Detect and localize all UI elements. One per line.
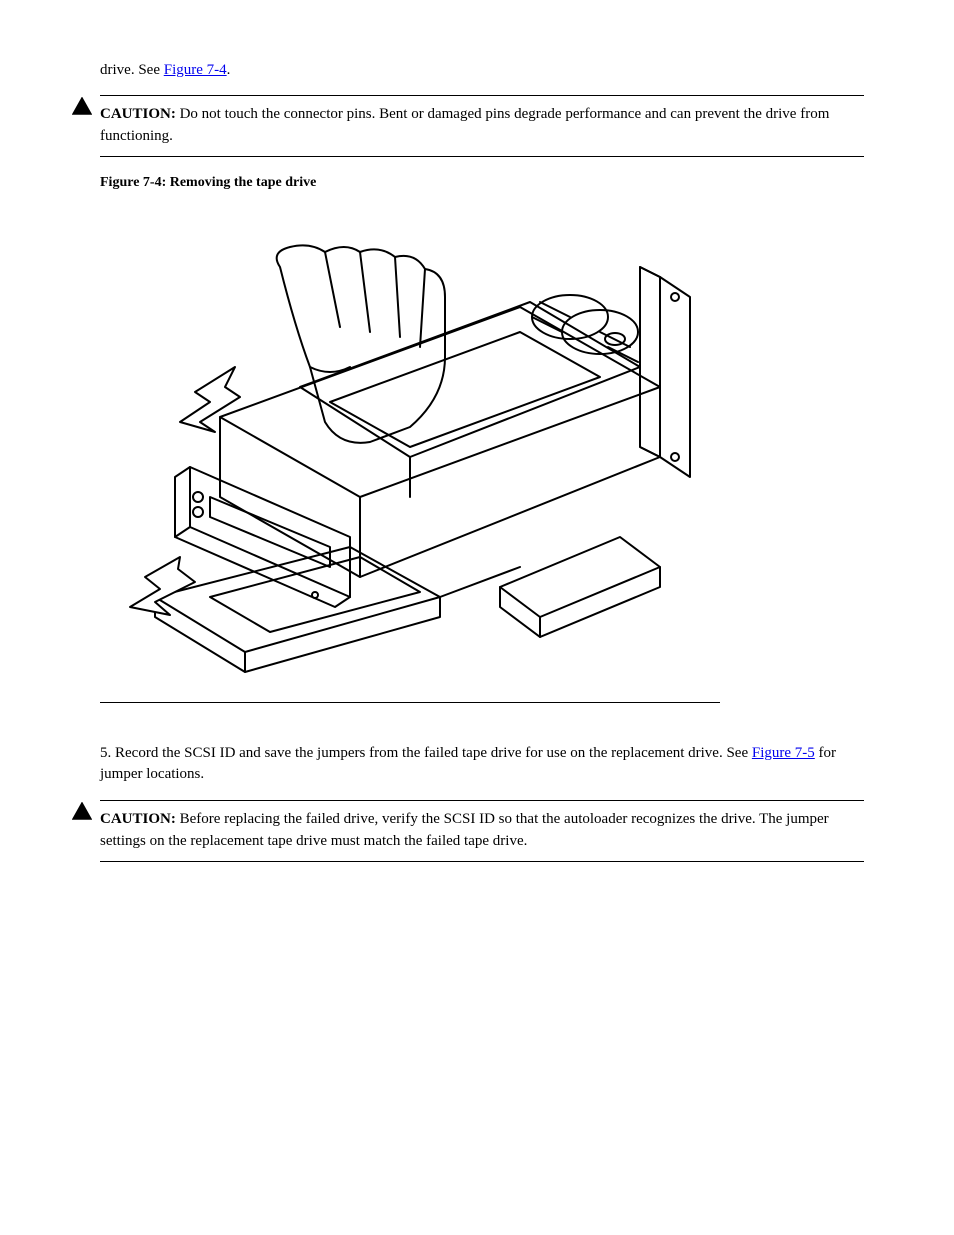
figure-7-4 <box>100 197 720 703</box>
step-1-suffix: . <box>227 62 231 78</box>
caution-triangle-icon <box>72 97 92 115</box>
caution-triangle-icon <box>72 802 92 820</box>
rule-top-2 <box>100 800 864 801</box>
figure-7-4-link[interactable]: Figure 7-4 <box>164 62 227 78</box>
caution-2-text: CAUTION: Before replacing the failed dri… <box>100 807 864 855</box>
step-5-number: 5. <box>100 745 111 761</box>
step-5: 5. Record the SCSI ID and save the jumpe… <box>100 743 864 787</box>
rule-bottom-2 <box>100 861 864 862</box>
caution-1-text: CAUTION: Do not touch the connector pins… <box>100 102 864 150</box>
rule-top-1 <box>100 95 864 96</box>
step-1-continuation: drive. See Figure 7-4. <box>100 60 864 81</box>
caution-block-2: CAUTION: Before replacing the failed dri… <box>100 800 864 862</box>
figure-7-4-caption: Figure 7-4: Removing the tape drive <box>100 175 864 191</box>
caution-2-label: CAUTION: <box>100 811 176 827</box>
step-1-prefix: drive. See <box>100 62 164 78</box>
tape-drive-illustration <box>100 197 720 697</box>
caution-1-body: Do not touch the connector pins. Bent or… <box>100 106 829 144</box>
manual-page: drive. See Figure 7-4. CAUTION: Do not t… <box>0 0 954 1235</box>
caution-2-body: Before replacing the failed drive, verif… <box>100 811 829 849</box>
step-5-text-a: Record the SCSI ID and save the jumpers … <box>115 745 752 761</box>
caution-1-label: CAUTION: <box>100 106 176 122</box>
rule-bottom-1 <box>100 156 864 157</box>
figure-7-5-link[interactable]: Figure 7-5 <box>752 745 815 761</box>
caution-block-1: CAUTION: Do not touch the connector pins… <box>100 95 864 157</box>
